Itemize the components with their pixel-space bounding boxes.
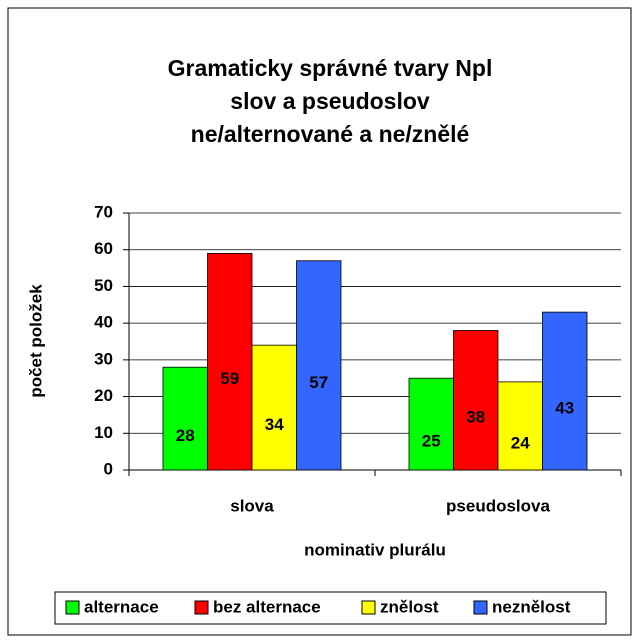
x-tick-label: pseudoslova bbox=[446, 496, 550, 515]
x-tick-label: slova bbox=[230, 496, 274, 515]
legend-label: bez alternace bbox=[213, 597, 321, 616]
y-tick-label: 10 bbox=[94, 423, 113, 442]
data-label: 34 bbox=[265, 415, 284, 434]
data-label: 24 bbox=[511, 433, 530, 452]
legend-swatch bbox=[361, 600, 376, 615]
data-label: 25 bbox=[422, 432, 441, 451]
bar bbox=[542, 311, 588, 471]
legend-label: alternace bbox=[84, 597, 159, 616]
y-tick-label: 50 bbox=[94, 276, 113, 295]
y-tick-label: 60 bbox=[94, 239, 113, 258]
chart-title: slov a pseudoslov bbox=[230, 88, 430, 114]
y-tick-label: 70 bbox=[94, 202, 113, 221]
data-label: 38 bbox=[466, 408, 485, 427]
x-axis-title: nominativ plurálu bbox=[304, 540, 446, 559]
bar bbox=[251, 344, 297, 471]
legend-label: znělost bbox=[380, 597, 439, 616]
y-tick-label: 20 bbox=[94, 386, 113, 405]
y-tick-label: 0 bbox=[104, 459, 113, 478]
data-label: 57 bbox=[309, 373, 328, 392]
bar bbox=[207, 252, 253, 471]
data-label: 59 bbox=[220, 369, 239, 388]
bar bbox=[296, 260, 342, 471]
bar bbox=[453, 330, 499, 471]
chart-title: ne/alternované a ne/znělé bbox=[191, 121, 470, 147]
legend-swatch bbox=[65, 600, 80, 615]
bar bbox=[497, 381, 543, 471]
y-axis-title: počet položek bbox=[26, 284, 45, 398]
y-tick-label: 30 bbox=[94, 349, 113, 368]
legend-box bbox=[54, 591, 607, 625]
legend-label: neznělost bbox=[492, 597, 571, 616]
y-tick-label: 40 bbox=[94, 313, 113, 332]
data-label: 28 bbox=[176, 426, 195, 445]
legend-swatch bbox=[473, 600, 488, 615]
data-label: 43 bbox=[555, 399, 574, 418]
chart-title: Gramaticky správné tvary Npl bbox=[168, 55, 493, 81]
bar bbox=[408, 377, 454, 471]
legend-swatch bbox=[194, 600, 209, 615]
bar bbox=[162, 366, 208, 471]
